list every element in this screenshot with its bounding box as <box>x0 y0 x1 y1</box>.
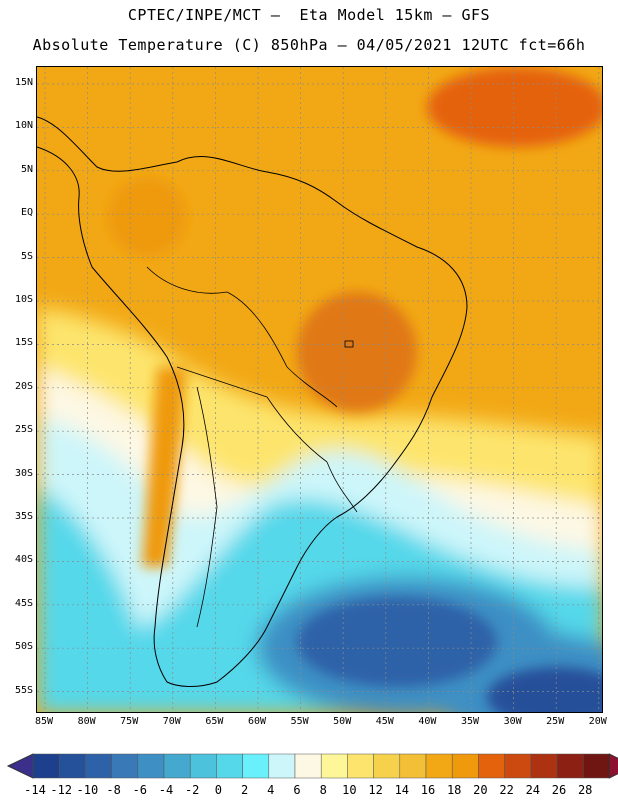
colorbar-label: -12 <box>50 783 73 797</box>
lon-label: 75W <box>120 716 139 727</box>
colorbar-label: 26 <box>551 783 567 797</box>
lon-label: 55W <box>290 716 309 727</box>
andes-streak <box>142 367 187 567</box>
colorbar-label: -10 <box>76 783 99 797</box>
lon-label: 80W <box>77 716 96 727</box>
coastline <box>37 116 468 687</box>
colorbar-label: 6 <box>293 783 301 797</box>
colorbar-below-arrow <box>6 753 34 779</box>
lat-label: 45S <box>14 597 33 609</box>
very-cold-core-east <box>487 667 602 712</box>
colorbar-label: 22 <box>499 783 514 797</box>
colorbar-label: 28 <box>577 783 593 797</box>
lon-label: 35W <box>460 716 480 727</box>
colorbar-swatch <box>451 753 479 779</box>
lat-label: EQ <box>20 207 33 219</box>
very-cold-core <box>297 597 497 687</box>
colorbar-label: 18 <box>446 783 462 797</box>
colorbar-swatch <box>294 753 322 779</box>
country-borders <box>146 266 358 628</box>
colorbar-swatch <box>530 753 558 779</box>
colorbar-swatch <box>111 753 139 779</box>
lat-label: 30S <box>14 467 33 479</box>
lat-label: 15N <box>14 77 33 88</box>
colorbar-label: 4 <box>267 783 275 797</box>
colorbar-swatch <box>478 753 505 779</box>
colorbar-label: -8 <box>106 783 121 797</box>
lon-label: 60W <box>247 716 267 727</box>
colorbar-label: 14 <box>394 783 410 797</box>
colorbar-label: -4 <box>158 783 174 797</box>
lat-label: 10N <box>14 120 33 132</box>
lon-label: 45W <box>375 716 394 727</box>
lon-label: 50W <box>333 716 352 727</box>
lon-label: 70W <box>162 716 181 727</box>
colorbar-swatch <box>373 753 401 779</box>
temperature-field <box>37 67 602 712</box>
colorbar-label: -14 <box>24 783 46 797</box>
lon-label: 65W <box>205 716 224 727</box>
lat-label: 15S <box>14 337 33 349</box>
colorbar-label: 24 <box>525 783 541 797</box>
colorbar <box>0 750 618 800</box>
warm-core-andes <box>107 177 187 257</box>
lon-label: 25W <box>546 716 565 727</box>
colorbar-label: 12 <box>368 783 383 797</box>
colorbar-swatch <box>85 753 112 779</box>
colorbar-swatch <box>425 753 453 779</box>
lat-label: 10S <box>14 294 33 305</box>
lon-label: 40W <box>418 716 437 727</box>
colorbar-label: -6 <box>132 783 148 797</box>
lon-label: 85W <box>34 716 54 727</box>
colorbar-label: 0 <box>214 783 222 797</box>
colorbar-swatch <box>556 753 584 779</box>
lat-label: 20S <box>14 380 33 392</box>
colorbar-swatch <box>163 753 191 779</box>
colorbar-swatch <box>582 753 610 779</box>
lat-label: 35S <box>14 511 33 522</box>
lat-label: 5S <box>20 250 33 262</box>
lat-label: 40S <box>14 554 33 566</box>
colorbar-swatch <box>189 753 217 779</box>
temperature-map <box>36 66 603 713</box>
colorbar-label: 20 <box>473 783 488 797</box>
lat-label: 5N <box>20 163 33 175</box>
colorbar-above-arrow <box>608 753 618 779</box>
colorbar-swatch <box>399 753 427 779</box>
map-title-line1: CPTEC/INPE/MCT – Eta Model 15km – GFS <box>127 6 491 24</box>
colorbar-swatch <box>347 753 374 779</box>
colorbar-swatch <box>58 753 86 779</box>
colorbar-label: 10 <box>342 783 357 797</box>
colorbar-swatch <box>137 753 165 779</box>
colorbar-swatch <box>242 753 270 779</box>
colorbar-label: -2 <box>184 783 200 797</box>
colorbar-label: 16 <box>420 783 436 797</box>
colorbar-label: 8 <box>319 783 327 797</box>
lat-label: 25S <box>14 424 33 436</box>
hot-core-atlantic <box>427 67 602 147</box>
lon-label: 30W <box>503 716 522 727</box>
colorbar-swatch <box>32 753 60 779</box>
colorbar-swatch <box>504 753 532 779</box>
map-title-line2: Absolute Temperature (C) 850hPa – 04/05/… <box>32 36 586 54</box>
colorbar-label: 2 <box>240 783 249 797</box>
colorbar-swatch <box>268 753 296 779</box>
lat-label: 55S <box>14 684 33 696</box>
hot-core-brazil <box>297 292 417 412</box>
colorbar-swatch <box>216 753 243 779</box>
colorbar-swatches <box>6 753 618 779</box>
colorbar-swatch <box>320 753 348 779</box>
lat-label: 50S <box>14 641 33 653</box>
lon-label: 20W <box>588 716 607 727</box>
